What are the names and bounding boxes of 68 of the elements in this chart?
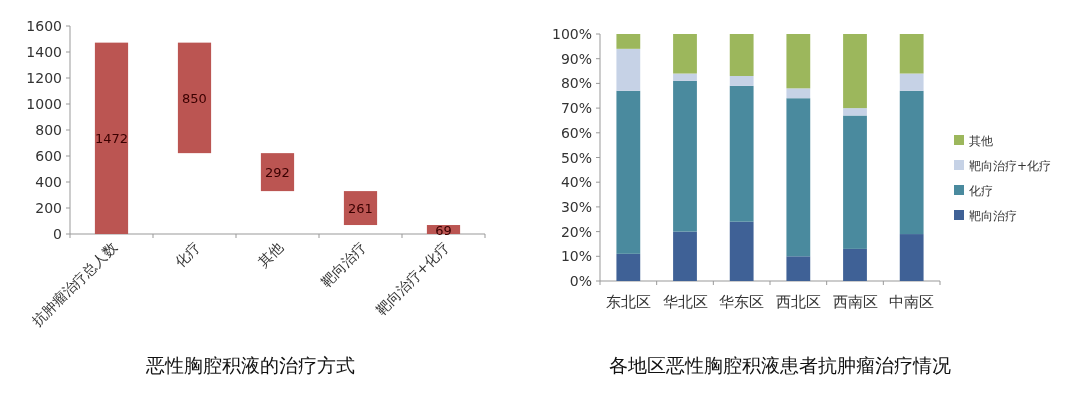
x-tick-label: 靶向治疗+化疗	[372, 238, 452, 318]
x-tick-label: 西南区	[832, 293, 878, 311]
bar	[899, 34, 924, 74]
text: 恶性胸腔积液的治疗方式	[144, 354, 355, 376]
x-tick-label: 华北区	[662, 293, 708, 311]
bar	[843, 248, 867, 281]
bar	[673, 231, 697, 281]
bar	[729, 34, 754, 76]
bar	[899, 234, 924, 281]
y-tick-label: 0%	[569, 273, 592, 289]
bar	[786, 88, 811, 99]
legend-label: 化疗	[969, 184, 993, 198]
y-tick-label: 400	[35, 174, 62, 190]
y-tick-label: 1600	[26, 18, 62, 34]
bar	[616, 34, 641, 49]
y-tick-label: 600	[35, 148, 62, 164]
y-tick-label: 30%	[560, 198, 592, 215]
y-tick-label: 90%	[560, 50, 592, 67]
bar	[343, 191, 378, 226]
bar	[729, 221, 754, 281]
bar	[616, 48, 641, 91]
bar	[729, 85, 754, 222]
y-tick-label: 1200	[26, 70, 62, 86]
x-tick-label: 中南区	[889, 293, 935, 311]
y-tick-label: 1400	[26, 44, 62, 60]
y-tick-label: 100%	[551, 26, 592, 42]
bar	[729, 75, 754, 86]
bar	[673, 34, 697, 74]
bar	[616, 90, 641, 254]
bar	[673, 73, 697, 81]
bar	[843, 34, 867, 109]
x-tick-label: 化疗	[171, 238, 203, 270]
bar	[94, 42, 129, 234]
y-tick-label: 200	[35, 200, 62, 216]
legend-label: 其他	[969, 134, 993, 148]
y-tick-label: 70%	[560, 100, 592, 117]
bar	[616, 253, 641, 281]
x-tick-label: 华东区	[719, 293, 765, 311]
bar	[673, 80, 697, 232]
x-tick-label: 西北区	[775, 293, 821, 311]
data-label: 850	[182, 90, 207, 106]
bar	[843, 115, 867, 249]
x-tick-label: 其他	[254, 238, 286, 270]
data-label: 261	[348, 201, 373, 217]
bar	[786, 98, 811, 257]
y-tick-label: 50%	[560, 149, 592, 166]
bar	[899, 90, 924, 235]
y-tick-label: 800	[35, 122, 62, 138]
bar	[786, 256, 811, 281]
x-tick-label: 靶向治疗	[317, 238, 369, 290]
y-tick-label: 60%	[560, 124, 592, 141]
y-tick-label: 40%	[560, 174, 592, 191]
bar	[843, 108, 867, 116]
data-label: 292	[265, 165, 290, 181]
legend-label: 靶向治疗+化疗	[969, 159, 1052, 173]
y-tick-label: 1000	[26, 96, 62, 112]
data-label: 1472	[94, 131, 129, 147]
bar	[786, 34, 811, 89]
y-tick-label: 80%	[560, 75, 592, 92]
y-tick-label: 10%	[560, 248, 592, 265]
text: 各地区恶性胸腔积液患者抗肿瘤治疗情况	[609, 354, 951, 376]
legend-label: 靶向治疗	[969, 209, 1017, 223]
data-label: 69	[435, 222, 452, 238]
y-tick-label: 20%	[560, 223, 592, 240]
bar	[177, 42, 212, 154]
bar	[899, 73, 924, 91]
x-tick-label: 东北区	[605, 293, 651, 311]
bar	[260, 153, 295, 192]
